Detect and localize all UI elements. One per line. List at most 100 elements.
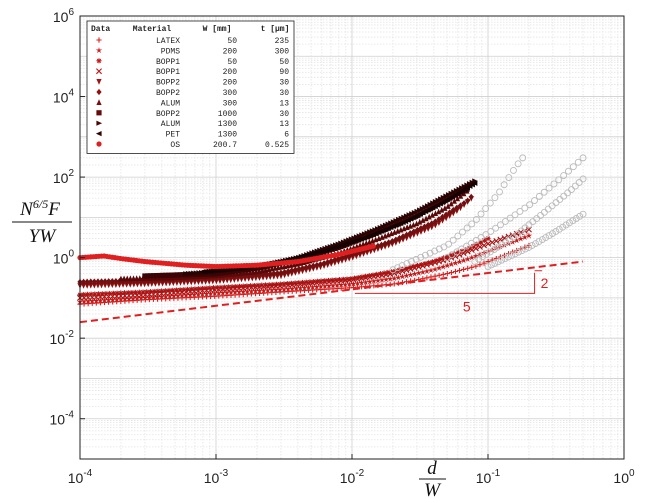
data-point — [203, 271, 209, 277]
data-point — [403, 279, 410, 285]
data-point — [166, 287, 172, 294]
data-point — [540, 188, 548, 196]
data-point — [472, 178, 478, 184]
data-point — [403, 272, 410, 279]
data-point — [98, 282, 105, 289]
data-point — [474, 241, 480, 247]
data-point — [569, 163, 577, 171]
data-point — [142, 281, 148, 288]
data-point — [317, 283, 325, 290]
legend-material: OS — [170, 141, 180, 150]
data-point — [231, 277, 237, 283]
data-point — [203, 285, 209, 291]
data-point — [353, 249, 359, 257]
data-point — [181, 279, 187, 286]
data-point — [318, 278, 324, 284]
data-point — [420, 276, 426, 282]
data-point — [154, 293, 161, 300]
data-point — [113, 278, 119, 285]
slope-run-label: 5 — [463, 298, 471, 314]
data-point — [498, 256, 506, 264]
data-point — [109, 296, 116, 303]
data-point — [443, 211, 449, 218]
data-point — [358, 279, 365, 286]
data-point — [297, 284, 304, 291]
data-point — [395, 274, 402, 281]
data-point — [125, 290, 131, 296]
data-point — [91, 282, 97, 289]
data-point — [497, 236, 504, 243]
legend-material: PDMS — [161, 47, 180, 56]
data-point — [310, 262, 316, 269]
x-tick-label: 10-4 — [68, 468, 93, 486]
data-point — [579, 154, 587, 162]
legend-box — [86, 20, 295, 154]
data-point — [525, 232, 533, 239]
data-point — [244, 283, 250, 289]
data-point — [364, 249, 370, 256]
data-point — [476, 251, 484, 258]
data-point — [497, 221, 504, 229]
data-point — [418, 225, 424, 232]
data-point — [429, 220, 435, 227]
data-point — [113, 296, 120, 303]
data-point — [427, 266, 435, 274]
data-point — [84, 291, 91, 298]
legend-material: BOPP2 — [156, 79, 180, 88]
data-point — [117, 295, 125, 303]
data-point — [192, 286, 198, 292]
data-point — [420, 217, 426, 223]
data-point — [447, 209, 453, 216]
data-point — [215, 289, 222, 296]
data-point — [575, 179, 583, 186]
data-point — [124, 281, 130, 288]
data-point — [501, 255, 509, 263]
data-point — [439, 206, 445, 213]
legend-material: BOPP2 — [156, 110, 180, 119]
data-point — [235, 276, 241, 283]
data-point — [233, 283, 239, 290]
y-tick-label: 102 — [53, 168, 75, 186]
data-point — [167, 280, 173, 287]
data-point — [433, 258, 439, 264]
data-point — [461, 266, 467, 273]
data-point — [403, 260, 411, 267]
data-point — [314, 261, 320, 269]
data-point — [436, 216, 442, 223]
data-point — [487, 228, 495, 235]
data-point — [214, 267, 221, 273]
data-points — [76, 154, 587, 307]
legend-width: 50 — [227, 37, 237, 46]
data-point — [542, 234, 550, 242]
data-point — [322, 278, 328, 284]
data-point — [134, 281, 141, 288]
data-point — [92, 291, 98, 297]
data-point — [301, 284, 308, 291]
data-point — [151, 273, 157, 279]
data-point — [354, 279, 361, 287]
data-point — [437, 256, 443, 262]
data-point — [396, 234, 403, 242]
data-point — [170, 280, 176, 287]
tick-labels: 10-4 10-3 10-2 10-1 100 10-4 10-2 100 102 104 106 — [50, 7, 635, 486]
data-point — [274, 273, 281, 280]
data-point — [465, 197, 471, 204]
data-point — [109, 278, 115, 285]
data-point — [445, 240, 453, 248]
data-point — [408, 258, 415, 265]
data-series-11 — [389, 154, 527, 274]
data-point — [501, 218, 509, 225]
data-point — [260, 274, 266, 281]
data-point — [343, 253, 349, 260]
slope-triangle: 52 — [354, 270, 549, 314]
data-point — [471, 180, 478, 186]
data-point — [464, 248, 471, 255]
data-point — [399, 279, 406, 286]
data-point — [500, 181, 508, 189]
data-point — [240, 283, 246, 289]
reference-line — [79, 260, 584, 324]
data-point — [121, 290, 128, 296]
data-point — [378, 245, 385, 251]
data-point — [256, 287, 263, 294]
data-point — [366, 273, 372, 279]
